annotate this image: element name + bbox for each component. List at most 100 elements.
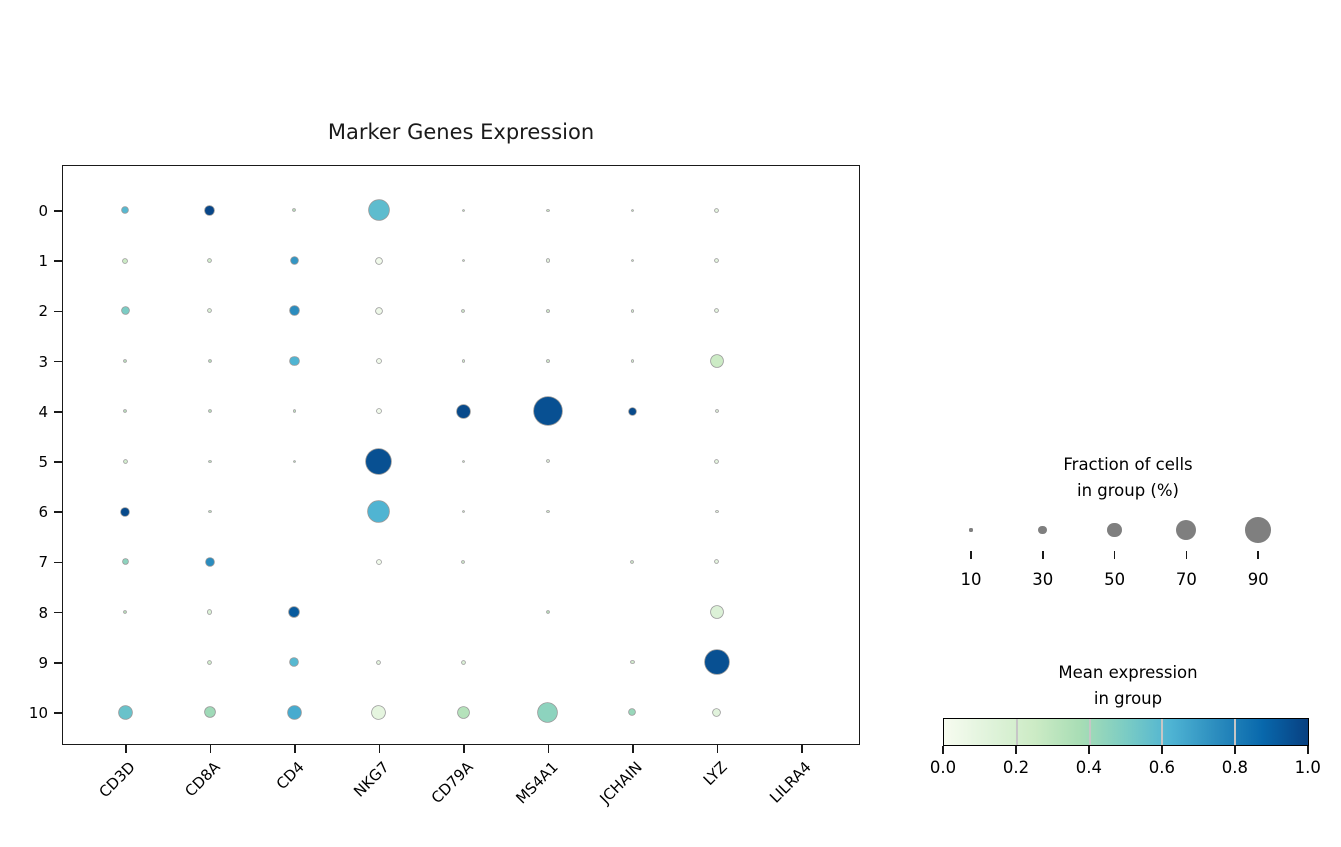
expression-dot <box>208 259 212 263</box>
y-tick-label: 0 <box>38 202 48 220</box>
colorbar-tick-mark <box>1088 746 1090 754</box>
colorbar-tick-label: 1.0 <box>1294 758 1321 777</box>
expression-dot <box>287 705 301 719</box>
expression-dot <box>290 257 298 265</box>
expression-dot <box>208 360 211 362</box>
expression-dot <box>293 410 296 412</box>
expression-dot <box>715 459 719 463</box>
colorbar-title-line2: in group <box>1093 689 1163 708</box>
plot-title: Marker Genes Expression <box>327 120 595 144</box>
colorbar-tick-label: 0.8 <box>1221 758 1248 777</box>
x-tick-mark <box>378 745 381 753</box>
expression-dot <box>289 356 299 366</box>
expression-dot <box>715 259 719 263</box>
y-tick-label: 2 <box>38 302 48 321</box>
size-legend-value-label: 10 <box>960 570 982 589</box>
x-tick-mark <box>294 745 296 753</box>
y-tick-mark <box>54 310 62 313</box>
x-tick-mark <box>632 745 634 753</box>
expression-dot <box>121 307 129 315</box>
size-legend-value-label: 30 <box>1032 570 1054 589</box>
expression-dot <box>462 259 465 262</box>
size-legend-tick-mark <box>1042 551 1044 559</box>
expression-dot <box>118 705 132 719</box>
expression-dot <box>124 611 127 613</box>
expression-dot <box>546 259 550 262</box>
y-tick-label: 5 <box>38 453 48 471</box>
expression-dot <box>123 258 128 263</box>
size-legend-value-label: 90 <box>1247 570 1269 589</box>
size-legend-tick-mark <box>1113 551 1116 559</box>
colorbar-tick-mark <box>1234 746 1236 754</box>
size-legend-tick-mark <box>1185 551 1188 559</box>
expression-dot <box>715 560 719 564</box>
expression-dot <box>462 560 465 563</box>
expression-dot <box>704 650 729 675</box>
y-tick-label: 4 <box>38 402 48 421</box>
colorbar-gridline <box>1015 719 1018 745</box>
expression-dot <box>715 309 719 313</box>
expression-dot <box>372 705 386 719</box>
expression-dot <box>533 397 562 426</box>
colorbar <box>943 718 1309 746</box>
expression-dot <box>124 360 127 362</box>
expression-dot <box>208 660 212 664</box>
expression-dot <box>209 460 211 463</box>
size-legend-title-line1: Fraction of cells <box>1063 455 1193 474</box>
expression-dot <box>710 606 723 618</box>
expression-dot <box>461 660 465 664</box>
expression-dot <box>377 660 381 664</box>
y-tick-label: 6 <box>38 503 48 522</box>
expression-dot <box>715 410 718 413</box>
size-legend-dot <box>1245 517 1272 543</box>
y-tick-mark <box>54 561 62 564</box>
size-legend-title-line2: in group (%) <box>1076 481 1179 500</box>
expression-dot <box>631 309 634 312</box>
expression-dot <box>629 709 636 716</box>
expression-dot <box>122 559 128 565</box>
y-tick-mark <box>54 411 62 413</box>
expression-dot <box>546 460 549 463</box>
expression-dot <box>204 707 215 718</box>
colorbar-gridline <box>1088 719 1091 745</box>
expression-dot <box>716 510 718 513</box>
x-tick-mark <box>716 745 719 753</box>
expression-dot <box>713 708 721 716</box>
expression-dot <box>628 407 636 415</box>
expression-dot <box>208 309 212 313</box>
colorbar-title-line1: Mean expression <box>1058 663 1198 682</box>
expression-dot <box>366 448 392 474</box>
expression-dot <box>376 409 381 414</box>
y-tick-mark <box>54 260 62 262</box>
expression-dot <box>631 209 634 212</box>
colorbar-tick-label: 0.0 <box>929 758 957 777</box>
expression-dot <box>631 660 634 664</box>
expression-dot <box>715 208 719 212</box>
x-tick-label: CD3D <box>95 758 139 802</box>
expression-dot <box>376 359 381 363</box>
colorbar-tick-label: 0.2 <box>1002 758 1030 777</box>
expression-dot <box>368 501 390 523</box>
y-tick-mark <box>54 662 62 664</box>
x-tick-mark <box>547 745 550 753</box>
y-tick-mark <box>54 461 62 463</box>
expression-dot <box>376 559 381 564</box>
size-legend-value-label: 70 <box>1175 570 1197 589</box>
x-tick-mark <box>801 745 803 753</box>
size-legend-dot <box>1038 525 1048 535</box>
expression-dot <box>205 205 215 215</box>
y-tick-mark <box>54 210 62 212</box>
size-legend-value-label: 50 <box>1104 570 1126 589</box>
expression-dot <box>122 207 129 214</box>
expression-dot <box>123 459 127 463</box>
colorbar-gridline <box>1161 719 1164 745</box>
expression-dot <box>462 510 465 513</box>
colorbar-tick-mark <box>1161 746 1163 754</box>
y-tick-mark <box>54 611 62 614</box>
expression-dot <box>205 557 214 566</box>
expression-dot <box>547 360 549 362</box>
expression-dot <box>375 307 382 314</box>
x-tick-mark <box>463 745 465 753</box>
expression-dot <box>368 200 389 221</box>
y-tick-label: 1 <box>38 252 48 271</box>
